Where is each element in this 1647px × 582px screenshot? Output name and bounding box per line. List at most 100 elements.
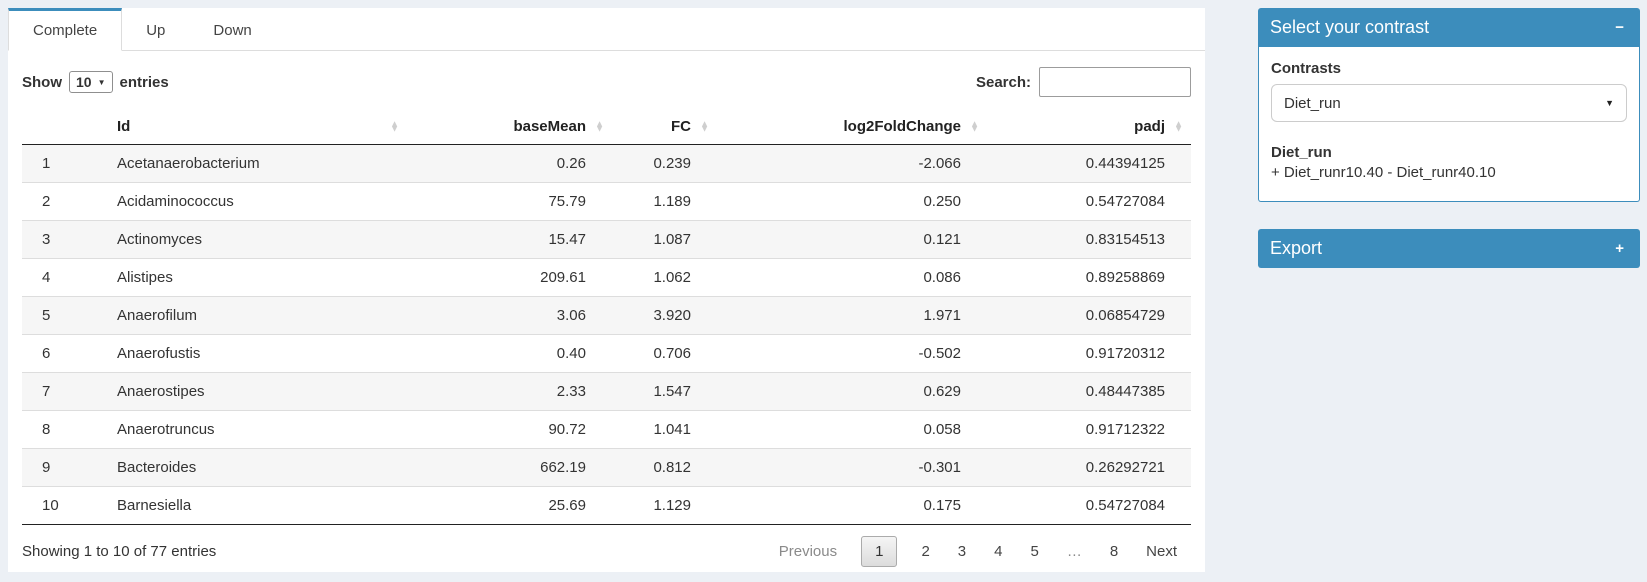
padj-cell: 0.26292721: [987, 448, 1191, 487]
table-header-row: Id ▲ ▼ baseMean ▲ ▼ FC ▲ ▼ log2FoldChange ▲…: [22, 109, 1191, 145]
contrast-select-value: Diet_run: [1284, 94, 1341, 112]
column-header-padj[interactable]: padj ▲ ▼: [987, 109, 1191, 145]
contrast-formula: + Diet_runr10.40 - Diet_runr40.10: [1271, 164, 1496, 181]
log2fc-cell: 0.250: [717, 182, 987, 221]
page-length-select[interactable]: 10 ▼: [69, 71, 113, 93]
table-row[interactable]: 1 Acetanaerobacterium 0.26 0.239 -2.066 0.443…: [22, 144, 1191, 183]
page-number-list: 1 2 3 4 5 … 8: [851, 536, 1132, 567]
table-row[interactable]: 9 Bacteroides 662.19 0.812 -0.301 0.26292721: [22, 448, 1191, 487]
basemean-cell: 75.79: [407, 182, 612, 221]
basemean-cell: 0.26: [556, 155, 586, 172]
collapse-icon[interactable]: −: [1615, 19, 1624, 36]
id-cell: Actinomyces: [107, 220, 407, 259]
tab-complete[interactable]: Complete: [8, 8, 123, 51]
page-button[interactable]: 3: [957, 543, 967, 560]
id-cell: Anaerofustis: [107, 334, 407, 373]
contrast-name: Diet_run: [1271, 144, 1332, 161]
log2fc-cell: -0.502: [717, 334, 987, 373]
previous-page-button[interactable]: Previous: [778, 543, 838, 560]
padj-cell: 0.89258869: [987, 258, 1191, 297]
fc-cell: 1.087: [612, 220, 717, 259]
table-row[interactable]: 3 Actinomyces 15.47 1.087 0.121 0.83154513: [22, 220, 1191, 259]
contrast-select[interactable]: Diet_run ▼: [1271, 84, 1627, 122]
export-box-title: Export: [1270, 238, 1323, 258]
row-index-cell: 1: [42, 155, 51, 172]
row-index-cell: 10: [22, 486, 107, 525]
log2fc-cell: 1.971: [717, 296, 987, 335]
id-cell: Anaerofilum: [107, 296, 407, 335]
column-header-log2foldchange[interactable]: log2FoldChange ▲ ▼: [717, 109, 987, 145]
table-row[interactable]: 8 Anaerotruncus 90.72 1.041 0.058 0.91712322: [22, 410, 1191, 449]
padj-cell: 0.91720312: [987, 334, 1191, 373]
table-row[interactable]: 4 Alistipes 209.61 1.062 0.086 0.89258869: [22, 258, 1191, 297]
table-row[interactable]: 10 Barnesiella 25.69 1.129 0.175 0.54727084: [22, 486, 1191, 525]
column-header-basemean[interactable]: baseMean ▲ ▼: [407, 109, 612, 145]
page-button[interactable]: 2: [921, 543, 930, 560]
id-cell: Anaerotruncus: [107, 410, 407, 449]
row-index-cell: 5: [22, 296, 107, 335]
log2fc-cell: -2.066: [918, 155, 961, 172]
page-length-value: 10: [76, 74, 92, 90]
id-cell: Bacteroides: [107, 448, 407, 487]
contrast-box-body: Contrasts Diet_run ▼ Diet_run + Diet_run…: [1258, 47, 1640, 202]
log2fc-cell: 0.121: [717, 220, 987, 259]
sort-icon: ▲ ▼: [970, 117, 979, 134]
pagination: Previous 1 2 3 4 5 … 8 Next: [765, 536, 1191, 567]
basemean-cell: 25.69: [407, 486, 612, 525]
fc-cell: 1.129: [612, 486, 717, 525]
padj-cell: 0.54727084: [987, 182, 1191, 221]
padj-cell: 0.44394125: [1085, 155, 1165, 172]
column-header-fc[interactable]: FC ▲ ▼: [612, 109, 717, 145]
sidebar-panels: Select your contrast − Contrasts Diet_ru…: [1258, 8, 1640, 295]
row-index-cell: 8: [22, 410, 107, 449]
id-cell: Acidaminococcus: [107, 182, 407, 221]
expand-icon[interactable]: +: [1615, 240, 1624, 257]
export-box-header[interactable]: Export +: [1258, 229, 1640, 268]
log2fc-cell: 0.629: [717, 372, 987, 411]
id-cell: Alistipes: [107, 258, 407, 297]
table-body: 1 Acetanaerobacterium 0.26 0.239 -2.066 0.443…: [22, 144, 1191, 525]
basemean-cell: 2.33: [407, 372, 612, 411]
row-index-cell: 9: [22, 448, 107, 487]
basemean-cell: 3.06: [407, 296, 612, 335]
row-index-cell: 4: [22, 258, 107, 297]
log2fc-cell: -0.301: [717, 448, 987, 487]
log2fc-cell: 0.058: [717, 410, 987, 449]
tab-down[interactable]: Down: [213, 22, 252, 39]
fc-cell: 3.920: [612, 296, 717, 335]
fc-cell: 1.189: [612, 182, 717, 221]
column-header-id[interactable]: Id ▲ ▼: [107, 109, 407, 145]
sort-icon: ▲ ▼: [1174, 117, 1183, 134]
row-index-cell: 7: [22, 372, 107, 411]
results-tab-box: Complete Up Down Show 10 ▼ entries Searc…: [8, 8, 1205, 572]
basemean-cell: 209.61: [407, 258, 612, 297]
row-index-cell: 2: [22, 182, 107, 221]
contrast-box-header[interactable]: Select your contrast −: [1258, 8, 1640, 47]
page-ellipsis: …: [1066, 543, 1082, 560]
contrast-box: Select your contrast − Contrasts Diet_ru…: [1258, 8, 1640, 202]
contrast-box-title: Select your contrast: [1270, 17, 1430, 37]
fc-cell: 0.239: [653, 155, 691, 172]
fc-cell: 1.041: [612, 410, 717, 449]
page-button[interactable]: 5: [1030, 543, 1039, 560]
basemean-cell: 662.19: [407, 448, 612, 487]
tab-up[interactable]: Up: [146, 22, 166, 39]
export-box: Export +: [1258, 229, 1640, 268]
next-page-button[interactable]: Next: [1146, 543, 1177, 560]
page-button[interactable]: 8: [1109, 543, 1119, 560]
sort-icon: ▲ ▼: [390, 117, 399, 134]
page-button[interactable]: 4: [994, 543, 1003, 560]
table-row[interactable]: 7 Anaerostipes 2.33 1.547 0.629 0.48447385: [22, 372, 1191, 411]
row-index-cell: 3: [22, 220, 107, 259]
table-row[interactable]: 2 Acidaminococcus 75.79 1.189 0.250 0.5472708…: [22, 182, 1191, 221]
padj-cell: 0.83154513: [987, 220, 1191, 259]
table-row[interactable]: 5 Anaerofilum 3.06 3.920 1.971 0.06854729: [22, 296, 1191, 335]
page-button[interactable]: 1: [861, 536, 898, 567]
search-input[interactable]: [1039, 67, 1191, 97]
search-label: Search:: [975, 73, 1031, 91]
id-cell: Acetanaerobacterium: [117, 155, 260, 172]
id-cell: Barnesiella: [107, 486, 407, 525]
basemean-cell: 90.72: [407, 410, 612, 449]
contrasts-label: Contrasts: [1271, 60, 1342, 77]
table-row[interactable]: 6 Anaerofustis 0.40 0.706 -0.502 0.91720312: [22, 334, 1191, 373]
